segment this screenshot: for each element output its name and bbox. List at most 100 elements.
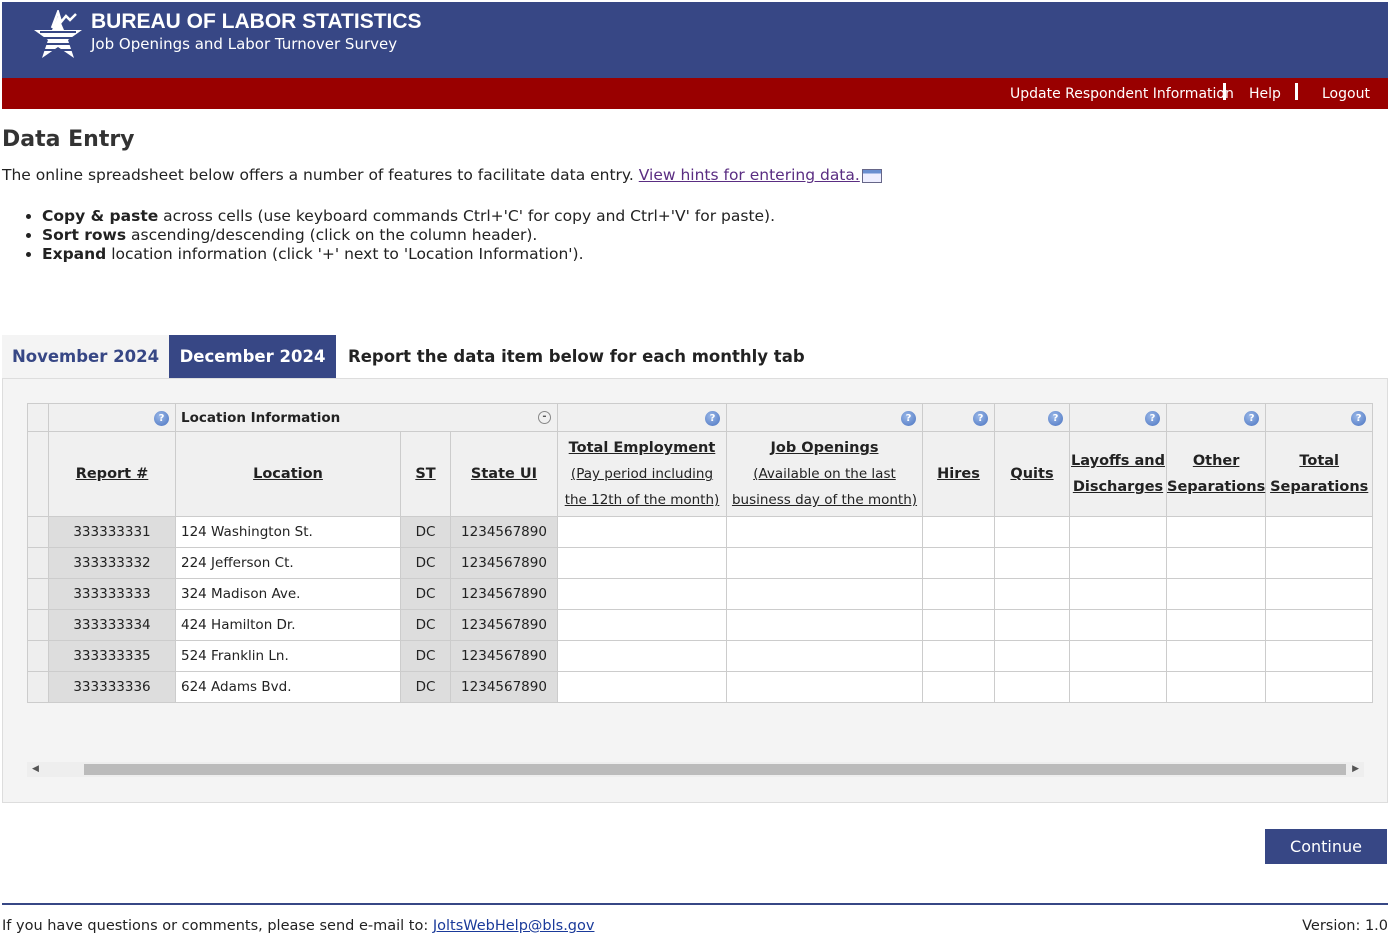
help-icon[interactable]: ? [1048, 411, 1063, 426]
other-separations-input[interactable] [1165, 578, 1267, 610]
job-openings-input[interactable] [726, 640, 923, 672]
job-openings-input[interactable] [726, 547, 923, 579]
row-header[interactable] [27, 547, 49, 579]
report-cell: 333333334 [48, 609, 176, 641]
total-employment-input[interactable] [557, 547, 727, 579]
help-link[interactable]: Help [1249, 86, 1281, 102]
state-ui-cell: 1234567890 [450, 640, 558, 672]
popup-window-icon[interactable] [861, 168, 882, 183]
row-header[interactable] [27, 640, 49, 672]
quits-input[interactable] [994, 547, 1070, 579]
hires-input[interactable] [922, 640, 995, 672]
hires-input[interactable] [922, 516, 995, 548]
report-cell: 333333332 [48, 547, 176, 579]
total-separations-input[interactable] [1265, 671, 1374, 703]
help-icon[interactable]: ? [973, 411, 988, 426]
scrollbar-thumb[interactable] [84, 764, 1346, 775]
help-icon[interactable]: ? [901, 411, 916, 426]
other-separations-input[interactable] [1165, 547, 1267, 579]
hires-input[interactable] [922, 609, 995, 641]
quits-input[interactable] [994, 640, 1070, 672]
logout-link[interactable]: Logout [1322, 86, 1370, 102]
state-ui-cell: 1234567890 [450, 547, 558, 579]
quits-input[interactable] [994, 578, 1070, 610]
page-title: Data Entry [2, 127, 135, 152]
layoffs-input[interactable] [1069, 547, 1167, 579]
help-icon[interactable]: ? [1244, 411, 1260, 426]
total-separations-input[interactable] [1265, 640, 1374, 672]
col-hires[interactable]: Hires [922, 431, 995, 517]
row-header[interactable] [27, 578, 49, 610]
scroll-right-arrow[interactable]: ▶ [1352, 764, 1359, 774]
email-link[interactable]: JoltsWebHelp@bls.gov [432, 918, 595, 934]
intro-label: The online spreadsheet below offers a nu… [2, 166, 639, 184]
help-icon[interactable]: ? [705, 411, 720, 426]
col-quits[interactable]: Quits [994, 431, 1070, 517]
job-openings-input[interactable] [726, 578, 923, 610]
other-separations-input[interactable] [1165, 516, 1267, 548]
help-icon[interactable]: ? [154, 411, 169, 426]
total-separations-input[interactable] [1265, 547, 1374, 579]
col-state-ui[interactable]: State UI [450, 431, 558, 517]
col-other-separations[interactable]: Other Separations [1165, 431, 1267, 517]
total-employment-input[interactable] [557, 609, 727, 641]
layoffs-input[interactable] [1069, 671, 1167, 703]
quits-input[interactable] [994, 516, 1070, 548]
tab-november-2024[interactable]: November 2024 [2, 335, 169, 378]
table-row: 333333335 524 Franklin Ln. DC 1234567890 [27, 640, 1374, 672]
total-employment-input[interactable] [557, 640, 727, 672]
other-separations-input[interactable] [1165, 671, 1267, 703]
scroll-left-arrow[interactable]: ◀ [32, 764, 39, 774]
tab-instruction: Report the data item below for each mont… [348, 347, 805, 366]
total-separations-input[interactable] [1265, 609, 1374, 641]
row-header[interactable] [27, 671, 49, 703]
collapse-icon[interactable]: - [538, 411, 551, 424]
total-separations-input[interactable] [1265, 578, 1374, 610]
col-location[interactable]: Location [175, 431, 401, 517]
layoffs-input[interactable] [1069, 578, 1167, 610]
tab-december-2024[interactable]: December 2024 [169, 335, 336, 378]
help-icon[interactable]: ? [1145, 411, 1160, 426]
divider [1223, 83, 1226, 100]
continue-button[interactable]: Continue [1265, 829, 1387, 864]
total-separations-input[interactable] [1265, 516, 1374, 548]
feature-list: Copy & paste across cells (use keyboard … [42, 207, 775, 264]
total-employment-input[interactable] [557, 671, 727, 703]
list-item: Copy & paste across cells (use keyboard … [42, 207, 775, 226]
col-layoffs[interactable]: Layoffs and Discharges [1069, 431, 1167, 517]
total-employment-input[interactable] [557, 578, 727, 610]
horizontal-scrollbar[interactable]: ◀ ▶ [27, 762, 1364, 777]
col-st[interactable]: ST [400, 431, 451, 517]
report-cell: 333333331 [48, 516, 176, 548]
quits-input[interactable] [994, 609, 1070, 641]
location-cell: 224 Jefferson Ct. [175, 547, 401, 579]
job-openings-input[interactable] [726, 671, 923, 703]
version: Version: 1.0 [1302, 918, 1388, 934]
data-grid: ? Location Information - ? ? ? ? ? ? ? Re… [27, 403, 1374, 703]
row-header[interactable] [27, 609, 49, 641]
state-ui-cell: 1234567890 [450, 671, 558, 703]
st-cell: DC [400, 547, 451, 579]
layoffs-input[interactable] [1069, 640, 1167, 672]
layoffs-input[interactable] [1069, 609, 1167, 641]
help-icon[interactable]: ? [1351, 411, 1367, 426]
job-openings-input[interactable] [726, 609, 923, 641]
col-report[interactable]: Report # [48, 431, 176, 517]
hints-link[interactable]: View hints for entering data. [638, 166, 860, 184]
hires-input[interactable] [922, 578, 995, 610]
hires-input[interactable] [922, 671, 995, 703]
row-header[interactable] [27, 516, 49, 548]
location-cell: 324 Madison Ave. [175, 578, 401, 610]
col-job-openings[interactable]: Job Openings (Available on the last busine… [726, 431, 923, 517]
hires-input[interactable] [922, 547, 995, 579]
update-respondent-link[interactable]: Update Respondent Information [1010, 86, 1234, 102]
job-openings-input[interactable] [726, 516, 923, 548]
table-row: 333333331 124 Washington St. DC 12345678… [27, 516, 1374, 548]
total-employment-input[interactable] [557, 516, 727, 548]
col-total-separations[interactable]: Total Separations [1265, 431, 1374, 517]
col-total-employment[interactable]: Total Employment (Pay period including the… [557, 431, 727, 517]
other-separations-input[interactable] [1165, 609, 1267, 641]
other-separations-input[interactable] [1165, 640, 1267, 672]
quits-input[interactable] [994, 671, 1070, 703]
layoffs-input[interactable] [1069, 516, 1167, 548]
